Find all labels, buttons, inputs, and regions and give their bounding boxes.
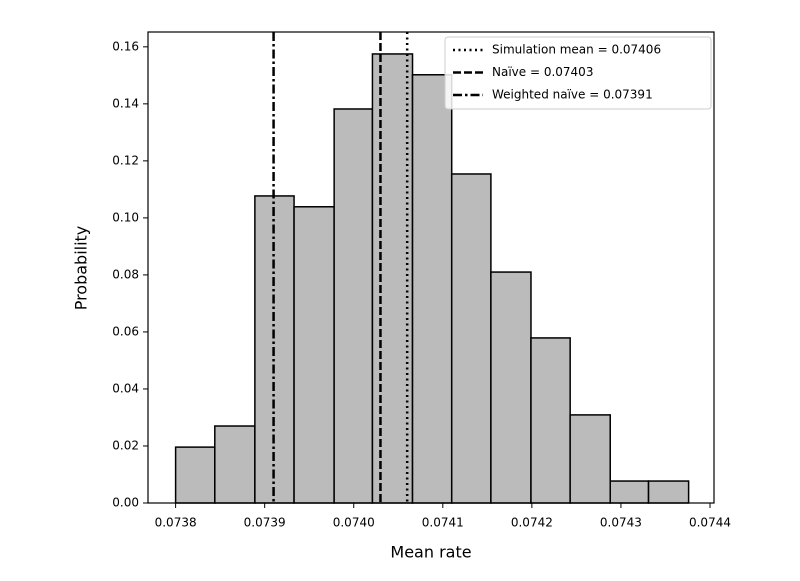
bar (450, 173, 492, 504)
y-axis-label: Probability (72, 226, 91, 311)
legend-label: Simulation mean = 0.07406 (492, 43, 661, 57)
bar (609, 480, 650, 504)
legend-box (444, 36, 712, 110)
x-tick-label: 0.0738 (155, 516, 197, 530)
bar (647, 480, 690, 504)
y-tick-label: 0.02 (112, 438, 139, 452)
bar (490, 271, 532, 504)
bar (333, 108, 374, 504)
x-tick-label: 0.0739 (244, 516, 286, 530)
bar (411, 74, 453, 504)
y-tick-label: 0.06 (112, 324, 139, 338)
y-tick-label: 0.10 (112, 210, 139, 224)
y-tick-label: 0.08 (112, 267, 139, 281)
bar (174, 446, 216, 504)
bar (569, 414, 611, 504)
plot-frame (147, 31, 715, 504)
x-tick-label: 0.0741 (422, 516, 464, 530)
y-tick-label: 0.12 (112, 153, 139, 167)
bar (371, 53, 414, 504)
bar (214, 425, 256, 504)
bar (530, 337, 571, 504)
x-tick-label: 0.0742 (511, 516, 553, 530)
legend-label: Weighted naïve = 0.07391 (492, 88, 653, 102)
x-tick-label: 0.0744 (689, 516, 731, 530)
y-tick-label: 0.00 (112, 496, 139, 510)
x-tick-label: 0.0743 (600, 516, 642, 530)
x-tick-label: 0.0740 (333, 516, 375, 530)
y-tick-label: 0.14 (112, 96, 139, 110)
legend-label: Naïve = 0.07403 (492, 65, 593, 79)
y-tick-label: 0.04 (112, 381, 139, 395)
y-tick-label: 0.16 (112, 39, 139, 53)
x-axis-label: Mean rate (390, 543, 471, 562)
bar (293, 206, 335, 504)
